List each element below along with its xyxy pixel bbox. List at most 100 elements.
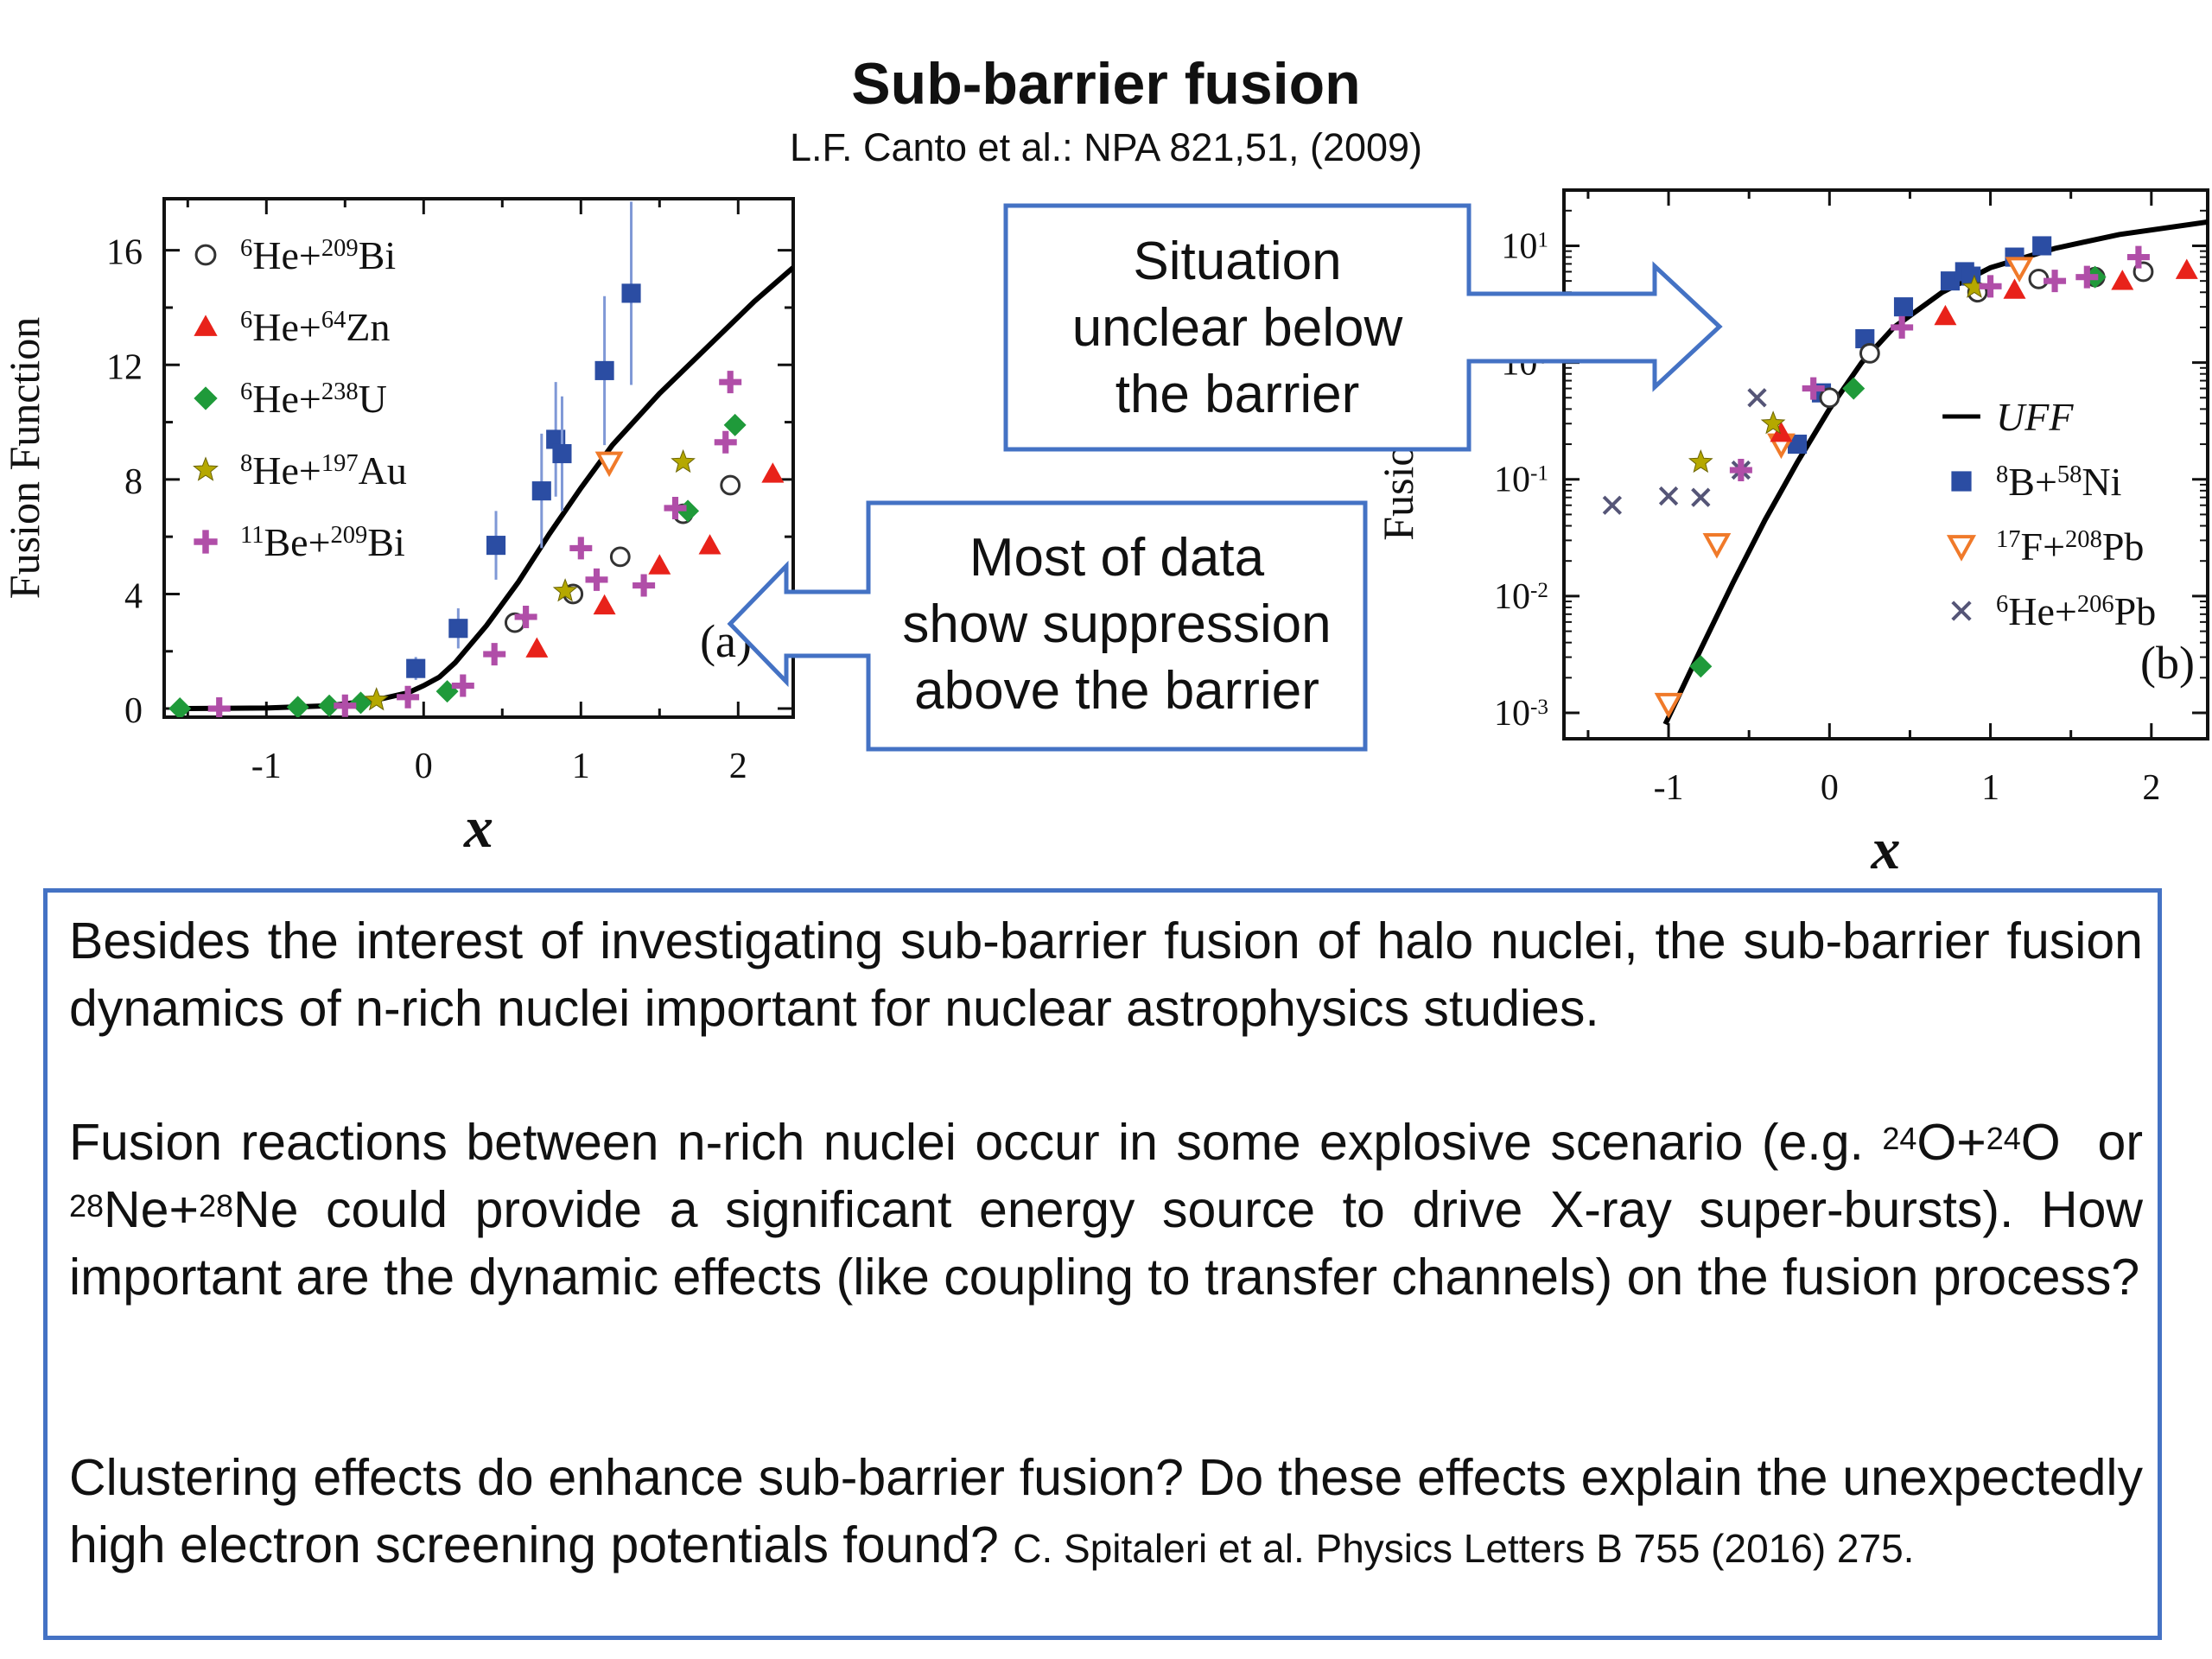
y-axis-label: Fusion Function [0,317,48,599]
legend-label-part: 8 [240,450,252,477]
legend-label-part: U [359,377,387,421]
data-point [1802,377,1825,400]
data-point [1842,377,1866,400]
data-point [286,696,309,717]
data-point [593,594,616,615]
data-point [1688,449,1713,474]
paragraph-halo-nuclei: Besides the interest of investigating su… [69,912,2143,1037]
legend-label-part: 64 [321,307,346,334]
data-point [1691,487,1711,507]
data-point [1819,387,1840,409]
legend-label-part: 17 [1996,526,2021,553]
data-point [168,697,192,717]
legend-label-part: Bi [367,520,404,564]
data-point [621,283,641,303]
data-point [397,685,420,709]
legend-marker [194,386,218,410]
legend-label: 11Be+209Bi [240,520,405,564]
legend-label-part: Au [359,448,407,493]
legend-label-part: 197 [321,450,359,477]
y-tick-exponent: -2 [1530,578,1548,601]
legend-label: 6He+206Pb [1996,589,2156,633]
data-point [334,694,357,717]
data-point [451,674,474,697]
y-tick-base: 10 [1501,226,1537,266]
y-tick-exponent: -1 [1530,461,1548,485]
data-point [2111,270,2134,290]
legend-label-part: Be+ [264,520,330,564]
data-point [714,430,737,454]
data-point [1654,692,1683,719]
panel-label: (b) [2140,637,2195,689]
y-tick-label: 10-3 [1494,694,1548,734]
x-axis-label: x [1871,816,1901,881]
x-tick-label: -1 [251,747,282,786]
y-tick-exponent: -3 [1530,696,1548,719]
data-point [569,537,593,560]
legend-label: 17F+208Pb [1996,524,2144,569]
legend-marker [194,244,217,266]
slide-citation: L.F. Canto et al.: NPA 821,51, (2009) [789,125,1423,169]
data-point [486,536,506,556]
data-point [364,687,390,711]
x-tick-label: 2 [729,747,747,786]
legend-marker [1951,601,1972,621]
x-axis-label: x [463,794,493,860]
data-point [1689,655,1713,678]
data-point [1979,275,2002,298]
y-tick-label: 8 [124,462,143,502]
data-point [2075,265,2099,289]
y-tick-base: 10 [1494,577,1530,617]
data-point [723,413,747,436]
discussion-textbox: Besides the interest of investigating su… [43,888,2162,1640]
data-point [609,546,631,568]
data-point [1747,388,1767,408]
y-tick-label: 10-2 [1494,577,1548,617]
data-point [720,474,741,496]
data-point [585,568,608,591]
legend-label-part: 206 [2077,591,2114,618]
legend-label-part: He+ [252,448,321,493]
legend-label-part: He+ [252,377,321,421]
legend-label: 6He+238U [240,377,387,421]
callout-suppression-above-barrier: Most of data show suppression above the … [721,499,1370,753]
data-point [648,554,671,575]
legend-label-part: 209 [331,522,368,549]
legend-label-part: Pb [2102,524,2145,569]
data-point [698,534,721,555]
y-tick-label: 4 [124,576,143,616]
reference-spitaleri: C. Spitaleri et al. Physics Letters B 75… [1013,1526,1915,1571]
legend-marker [194,315,218,336]
legend-label-part: 238 [321,378,359,405]
callout-unclear-line: unclear below [1071,298,1403,358]
legend-label: 8B+58Ni [1996,460,2121,504]
legend-label-part: Bi [359,233,396,277]
data-point [1770,421,1793,442]
data-point [761,462,785,483]
y-tick-exponent: 1 [1537,228,1548,251]
legend-label: 6He+209Bi [240,233,396,277]
legend-label: 8He+197Au [240,448,407,493]
y-tick-label: 10-1 [1494,461,1548,500]
data-point [677,499,700,523]
callout-unclear-line: the barrier [1115,365,1360,424]
data-point [2044,270,2067,293]
data-point [594,451,624,478]
data-point [552,443,572,464]
y-tick-label: 0 [124,691,143,731]
legend-label-part: F+ [2021,524,2066,569]
plot-area [168,201,793,717]
legend-label-part: Zn [346,305,390,349]
legend-label-part: 208 [2065,526,2102,553]
callout-suppression-line: above the barrier [914,661,1319,721]
y-tick-base: 10 [1494,461,1530,500]
callout-unclear-line: Situation [1133,232,1342,291]
legend-label-part: He+ [2008,589,2077,633]
data-point [2003,278,2026,299]
slide-title: Sub-barrier fusion [851,51,1361,117]
paragraph-clustering: Clustering effects do enhance sub-barrie… [69,1449,2143,1573]
data-point [483,643,506,666]
data-point [671,448,696,474]
